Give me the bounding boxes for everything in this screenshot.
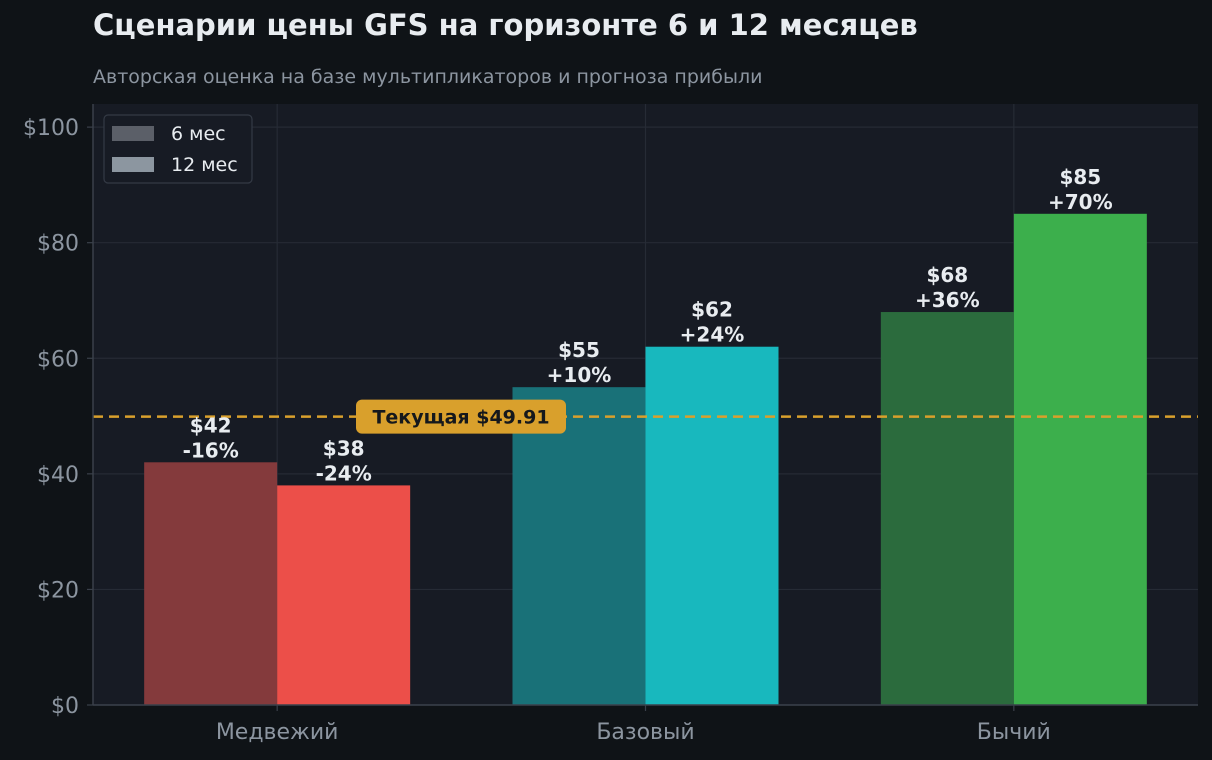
bar-12m [1013,213,1147,705]
reference-label: Текущая $49.91 [372,407,549,429]
bar-change-label: +36% [915,288,980,312]
bar-value-label: $38 [323,436,365,460]
bar-6m [880,312,1014,705]
bar-labels: $42-16% $55+10% $68+36% $38-24% $62+24% $85+7… [183,165,1113,486]
y-tick-label: $100 [23,116,79,141]
y-tick-label: $0 [51,694,79,719]
legend-swatch [112,126,154,141]
reference-label-box [356,399,566,434]
reference-line-group: Текущая $49.91 [93,399,1198,434]
bar-6m [144,462,278,705]
bar-change-label: +70% [1048,190,1113,214]
bar-12m [645,346,779,705]
y-tick-label: $20 [37,578,79,603]
x-tick-label: Бычий [977,720,1051,745]
chart-subtitle: Авторская оценка на базе мультипликаторо… [93,66,763,88]
x-tick-label: Медвежий [216,720,339,745]
x-tick-label: Базовый [596,720,694,745]
axes: $0 $20 $40 $60 $80 $100 Медвежий Базовый Бычий [23,104,1198,745]
bar-change-label: -24% [316,461,372,485]
chart-title: Сценарии цены GFS на горизонте 6 и 12 ме… [93,8,918,42]
bar-value-label: $62 [691,298,733,322]
legend-label: 12 мес [171,154,238,176]
bar-value-label: $68 [926,263,968,287]
bar-6m [512,387,646,705]
bar-change-label: +10% [547,363,612,387]
bar-change-label: +24% [680,323,745,347]
bar-12m [277,485,411,705]
y-tick-label: $80 [37,232,79,257]
legend: 6 мес 12 мес [103,114,253,184]
legend-label: 6 мес [171,123,226,145]
bar-value-label: $55 [558,338,600,362]
y-tick-label: $60 [37,347,79,372]
legend-swatch [112,157,154,172]
y-tick-label: $40 [37,463,79,488]
bar-value-label: $42 [190,413,232,437]
bar-change-label: -16% [183,438,239,462]
bar-value-label: $85 [1059,165,1101,189]
bars [144,213,1147,705]
